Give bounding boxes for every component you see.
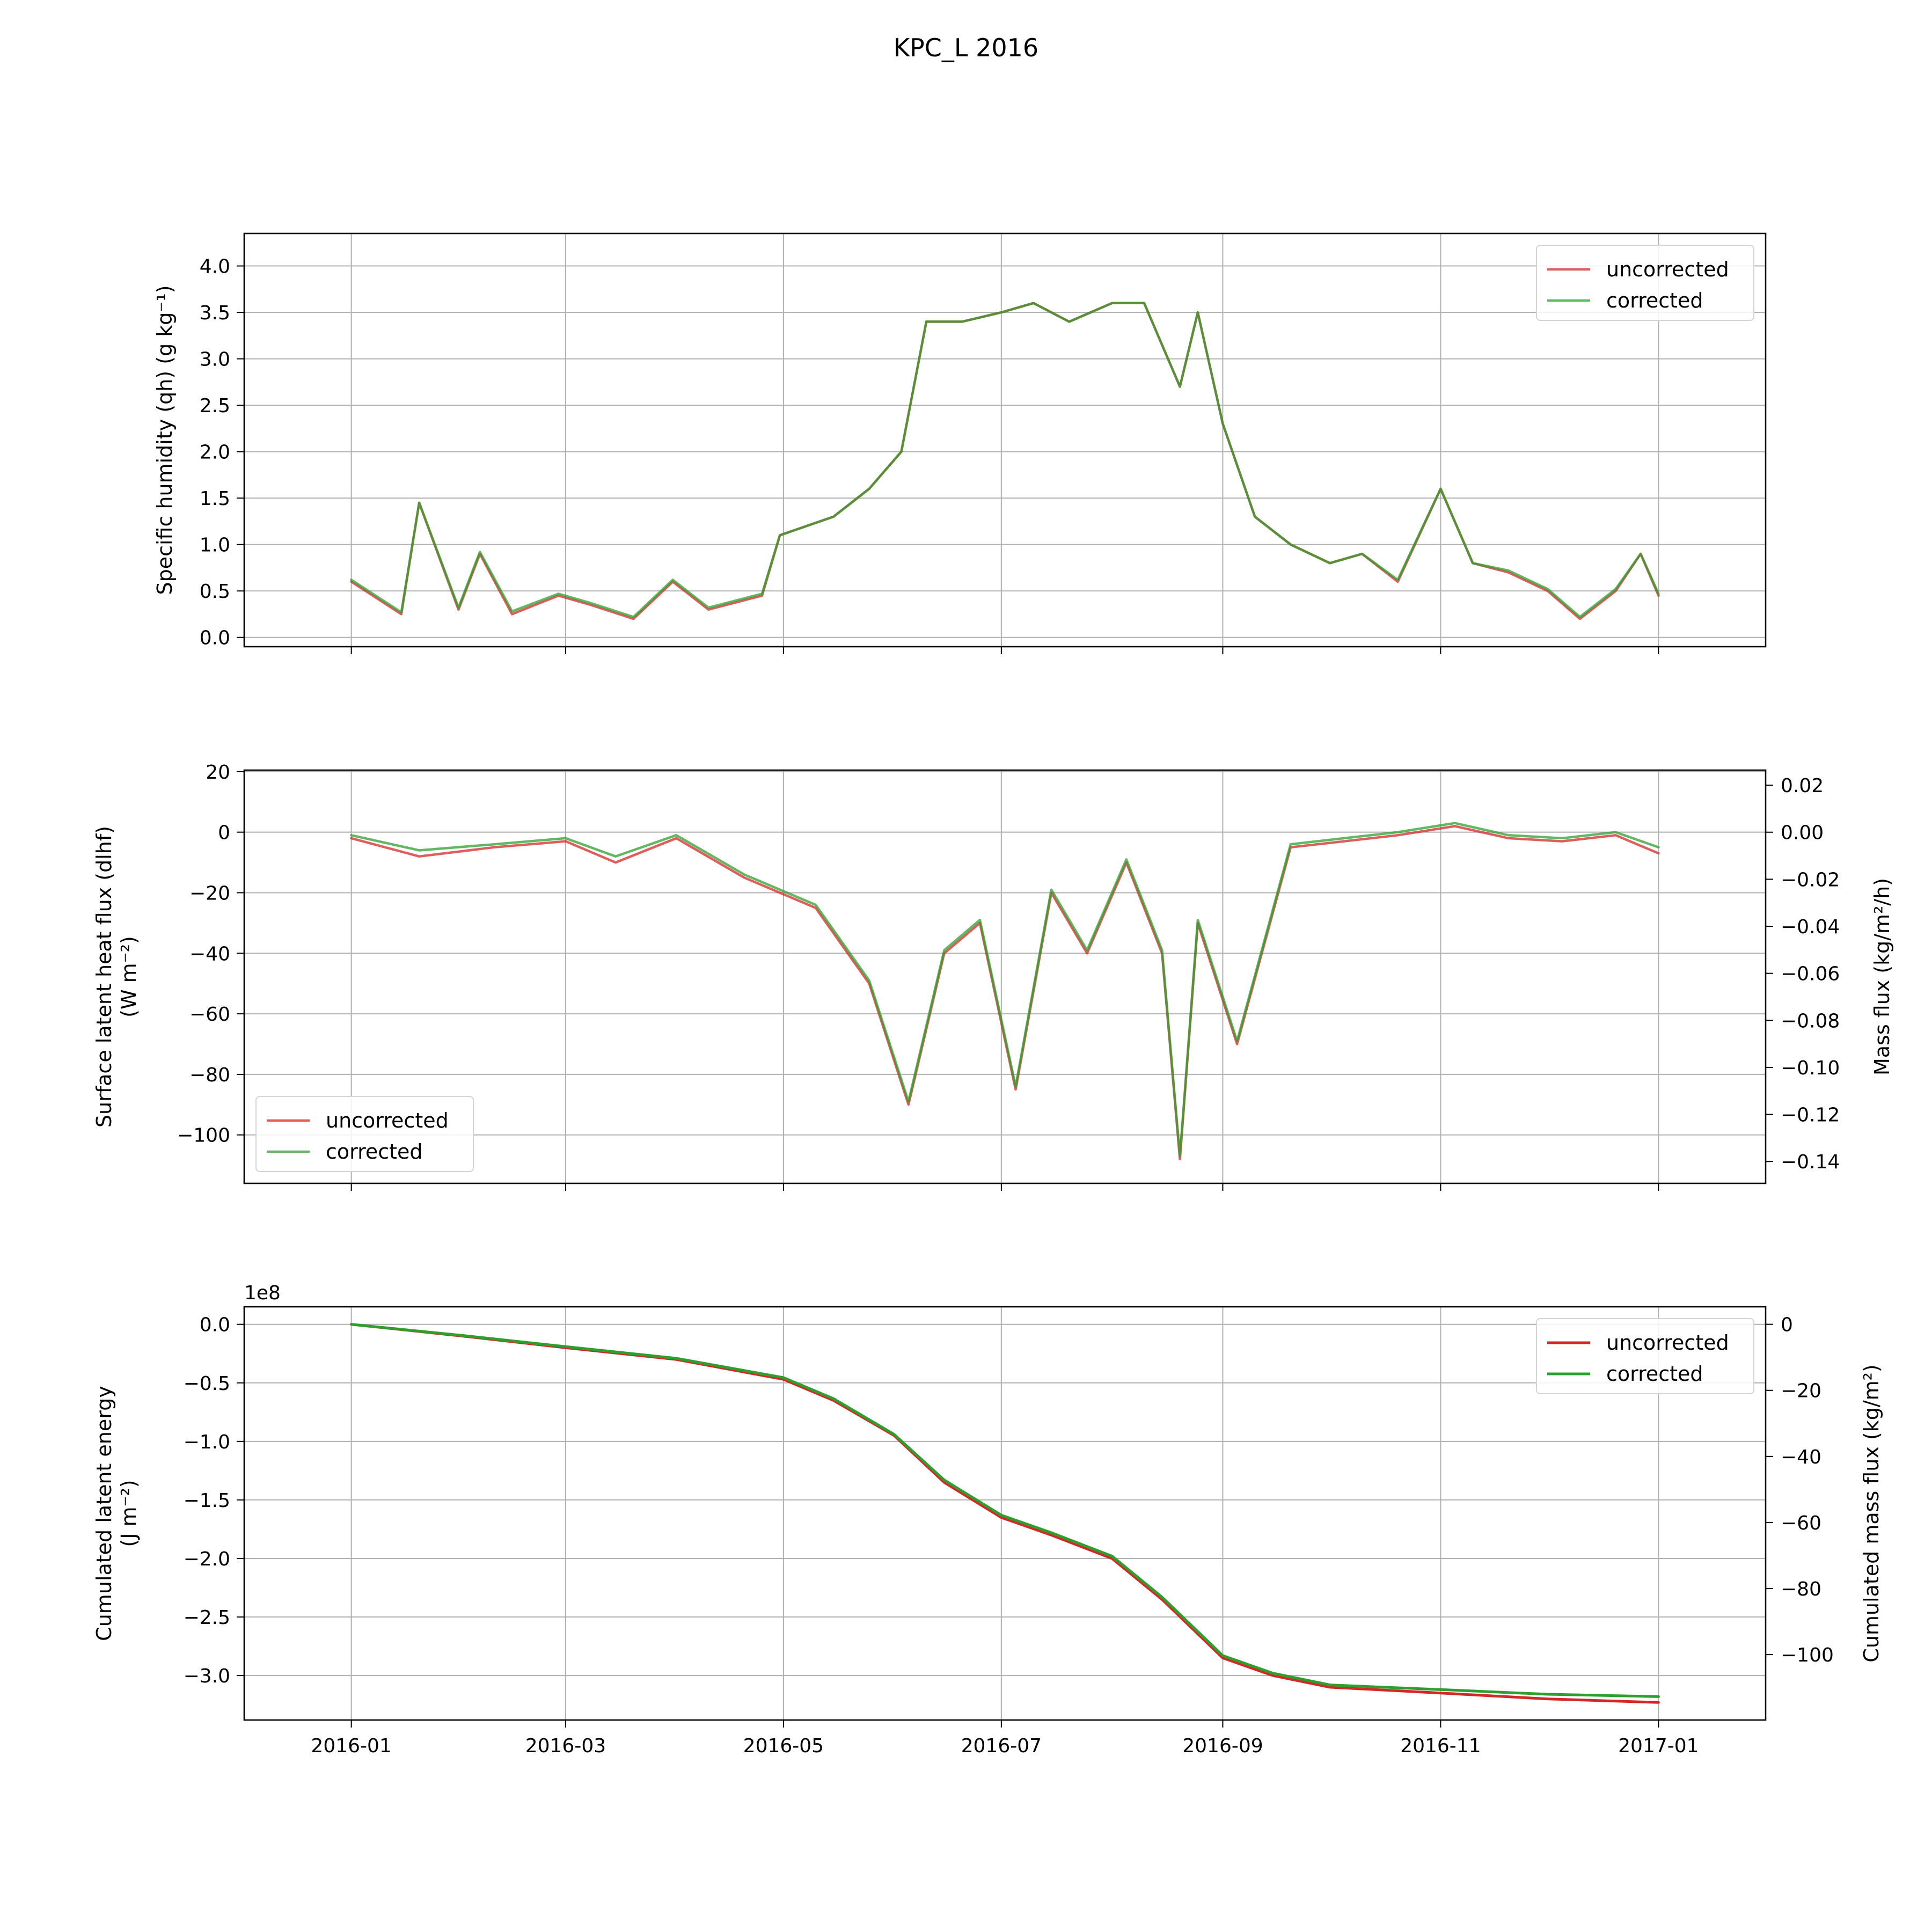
y-tick-label: 0.0 xyxy=(200,1314,230,1336)
series-line-corrected xyxy=(350,822,1660,1158)
y-tick-label: 20 xyxy=(206,762,230,784)
y-tick-label: −2.0 xyxy=(184,1548,230,1570)
y2-tick-label: −20 xyxy=(1781,1380,1821,1402)
y2-tick-label: 0.00 xyxy=(1781,822,1824,844)
legend-label-uncorrected: uncorrected xyxy=(326,1109,449,1132)
legend-label-uncorrected: uncorrected xyxy=(1606,1331,1729,1355)
y-tick-label: −2.5 xyxy=(184,1607,230,1629)
panel-specific-humidity: 0.0 0.5 1.0 1.5 2.0 2.5 3.0 3.5 4.0 Specific humi… xyxy=(153,232,1767,654)
y-tick-label: 1.0 xyxy=(200,535,230,557)
y-axis-label-line: Cumulated latent energy xyxy=(92,1386,116,1641)
legend-label-corrected: corrected xyxy=(1606,289,1703,312)
y-tick-label: −20 xyxy=(189,882,230,904)
y-tick-label: −1.5 xyxy=(184,1490,230,1512)
y-tick-label: 2.5 xyxy=(200,395,230,417)
y-tick-label: 4.0 xyxy=(200,256,230,278)
y-tick-label: 2.0 xyxy=(200,442,230,464)
y2-tick-label: −0.06 xyxy=(1781,963,1840,985)
legend-frame xyxy=(255,1096,474,1172)
plot-frame xyxy=(243,232,1767,648)
y-scale-label: 1e8 xyxy=(244,1282,281,1304)
y-axis-label: Specific humidity (qh) (g kg⁻¹) xyxy=(153,285,177,595)
y-tick-label: −100 xyxy=(177,1125,230,1147)
y2-tick-label: −0.04 xyxy=(1781,916,1840,938)
y-tick-label: 3.0 xyxy=(200,349,230,371)
legend: uncorrected corrected xyxy=(1536,1318,1754,1394)
y-tick-label: 0.0 xyxy=(200,627,230,649)
y2-tick-label: −100 xyxy=(1781,1644,1834,1666)
y2-tick-label: −0.14 xyxy=(1781,1151,1840,1173)
y-tick-label: −1.0 xyxy=(184,1431,230,1453)
y-tick-label: 3.5 xyxy=(200,302,230,324)
panel-latent-heat-flux: 20 0 −20 −40 −60 −80 −100 0.02 0.00 −0.02 −0.04 −0.… xyxy=(92,762,1894,1191)
x-tick-label: 2016-05 xyxy=(743,1735,824,1757)
x-tick-label: 2016-03 xyxy=(525,1735,606,1757)
y-tick-label: −60 xyxy=(189,1004,230,1026)
legend-label-corrected: corrected xyxy=(326,1140,423,1163)
series-line-corrected xyxy=(350,1323,1660,1698)
figure-title: KPC_L 2016 xyxy=(894,33,1038,62)
y-tick-label: −3.0 xyxy=(184,1665,230,1687)
plot-frame xyxy=(243,1306,1767,1721)
panel-cumulated-latent-energy: 2016-01 2016-03 2016-05 2016-07 2016-09 2016-… xyxy=(92,1282,1883,1757)
y-axis-label: Cumulated latent energy(J m⁻²) xyxy=(92,1386,141,1641)
legend: uncorrected corrected xyxy=(1536,245,1754,321)
series-line-uncorrected xyxy=(350,825,1660,1161)
legend-frame xyxy=(1536,1318,1754,1394)
x-tick-label: 2017-01 xyxy=(1618,1735,1699,1757)
y2-tick-label: −0.10 xyxy=(1781,1057,1840,1079)
y2-tick-label: −40 xyxy=(1781,1446,1821,1468)
y-tick-label: 1.5 xyxy=(200,488,230,510)
legend-label-uncorrected: uncorrected xyxy=(1606,258,1729,281)
x-tick-label: 2016-11 xyxy=(1400,1735,1481,1757)
y-axis-label-line: (W m⁻²) xyxy=(117,936,141,1018)
x-tick-label: 2016-09 xyxy=(1182,1735,1263,1757)
series-line-corrected xyxy=(350,302,1660,618)
x-tick-label: 2016-07 xyxy=(961,1735,1042,1757)
y2-axis-label: Cumulated mass flux (kg/m²) xyxy=(1860,1364,1883,1662)
y2-axis-label: Mass flux (kg/m²/h) xyxy=(1870,878,1894,1075)
y-tick-label: 0 xyxy=(218,822,230,844)
y-tick-label: −80 xyxy=(189,1064,230,1086)
y-axis-label-line: Surface latent heat flux (dlhf) xyxy=(92,826,116,1128)
y2-tick-label: −0.02 xyxy=(1781,869,1840,891)
y-tick-label: 0.5 xyxy=(200,581,230,603)
legend: uncorrected corrected xyxy=(255,1096,474,1172)
y-axis-label-line: (J m⁻²) xyxy=(117,1480,141,1547)
y2-tick-label: −80 xyxy=(1781,1578,1821,1600)
legend-frame xyxy=(1536,245,1754,321)
y-axis-label: Surface latent heat flux (dlhf)(W m⁻²) xyxy=(92,826,141,1128)
y2-tick-label: −0.08 xyxy=(1781,1010,1840,1032)
x-tick-label: 2016-01 xyxy=(311,1735,391,1757)
y-tick-label: −40 xyxy=(189,943,230,965)
y2-tick-label: −60 xyxy=(1781,1512,1821,1534)
y2-tick-label: 0.02 xyxy=(1781,775,1824,797)
legend-label-corrected: corrected xyxy=(1606,1362,1703,1386)
y-tick-label: −0.5 xyxy=(184,1373,230,1395)
y2-tick-label: −0.12 xyxy=(1781,1104,1840,1126)
plot-frame xyxy=(243,769,1767,1184)
y2-tick-label: 0 xyxy=(1781,1314,1793,1336)
